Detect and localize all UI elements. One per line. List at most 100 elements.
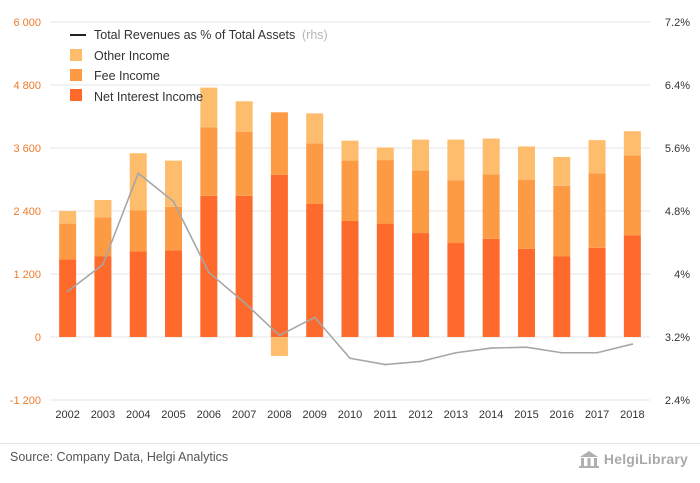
bar-net-interest: [200, 195, 218, 337]
line-point: [102, 263, 104, 266]
left-tick-label: 6 000: [13, 17, 41, 29]
bar-net-interest: [165, 250, 183, 337]
bar-net-interest: [553, 256, 571, 337]
bar-net-interest: [59, 259, 77, 337]
bar-other-income: [482, 138, 500, 175]
x-tick-label: 2006: [197, 409, 221, 421]
bar-net-interest: [306, 203, 324, 337]
line-point: [631, 343, 634, 345]
legend-label-net-interest: Net Interest Income: [94, 90, 203, 104]
x-axis: 2002 2003 2004 2005 2006 2007 2008 2009 2010 2011…: [55, 409, 644, 421]
right-tick-label: 5.6%: [665, 143, 690, 155]
left-axis: -1 200 0 1 200 2 400 3 600 4 800 6 000: [10, 17, 41, 407]
line-point: [596, 351, 598, 354]
bar-fee-income: [270, 112, 288, 175]
x-tick-label: 2002: [55, 409, 79, 421]
bar-other-income: [412, 139, 430, 171]
line-point: [349, 357, 351, 360]
bar-other-income: [306, 113, 324, 144]
bar-fee-income: [447, 180, 465, 244]
line-series: [66, 171, 634, 366]
right-tick-label: 7.2%: [665, 17, 690, 29]
bar-net-interest: [94, 256, 112, 337]
bar-net-interest: [412, 233, 430, 337]
bar-fee-income: [306, 143, 324, 204]
bar-net-interest: [623, 235, 641, 337]
bar-fee-income: [94, 217, 112, 257]
bar-other-income: [129, 153, 147, 211]
bar-fee-income: [235, 131, 253, 196]
legend-swatch-other: [70, 49, 82, 61]
bar-net-interest: [447, 243, 465, 337]
line-point: [419, 360, 422, 363]
x-tick-label: 2015: [514, 409, 538, 421]
bar-other-income: [553, 156, 571, 186]
x-tick-label: 2014: [479, 409, 503, 421]
legend-label-other: Other Income: [94, 49, 170, 63]
bar-net-interest: [376, 223, 394, 337]
right-tick-label: 6.4%: [665, 80, 690, 92]
bar-net-interest: [517, 248, 535, 337]
line-point: [560, 351, 563, 354]
x-tick-label: 2011: [373, 409, 397, 421]
right-tick-label: 3.2%: [665, 332, 690, 344]
bar-other-income: [376, 147, 394, 161]
bar-other-income: [623, 131, 641, 156]
bar-fee-income: [129, 210, 147, 252]
line-point: [66, 290, 69, 293]
legend-line-note: (rhs): [302, 28, 328, 42]
bar-net-interest: [235, 195, 253, 337]
bar-net-interest: [588, 247, 606, 337]
right-tick-label: 4%: [674, 269, 690, 281]
bar-other-income: [341, 140, 359, 161]
source-note: Source: Company Data, Helgi Analytics: [10, 450, 229, 464]
x-tick-label: 2004: [126, 409, 150, 421]
bar-fee-income: [376, 160, 394, 224]
left-tick-label: 0: [35, 332, 41, 344]
bar-other-income: [235, 101, 253, 132]
bar-fee-income: [482, 174, 500, 239]
legend: Total Revenues as % of Total Assets (rhs…: [70, 28, 328, 104]
right-axis: 2.4% 3.2% 4% 4.8% 5.6% 6.4% 7.2%: [665, 17, 690, 407]
x-tick-label: 2012: [408, 409, 432, 421]
right-tick-label: 4.8%: [665, 206, 690, 218]
x-tick-label: 2017: [585, 409, 609, 421]
bar-fee-income: [412, 170, 430, 234]
x-tick-label: 2013: [444, 409, 468, 421]
bar-fee-income: [553, 185, 571, 257]
bar-fee-income: [588, 173, 606, 248]
line-point: [243, 301, 246, 304]
x-tick-label: 2016: [550, 409, 574, 421]
line-point: [137, 172, 140, 175]
line-point: [313, 316, 316, 319]
left-tick-label: -1 200: [10, 395, 41, 407]
line-point: [278, 334, 281, 337]
x-tick-label: 2007: [232, 409, 256, 421]
helgi-library-logo[interactable]: HelgiLibrary: [578, 447, 688, 471]
line-point: [490, 347, 493, 349]
bar-other-income: [200, 87, 218, 128]
bar-fee-income: [59, 223, 77, 260]
bar-fee-income: [341, 160, 359, 221]
right-tick-label: 2.4%: [665, 395, 690, 407]
left-tick-label: 4 800: [13, 80, 41, 92]
legend-line-label: Total Revenues as % of Total Assets: [94, 28, 295, 42]
bar-other-income: [165, 160, 183, 207]
line-point: [525, 346, 528, 349]
x-tick-label: 2010: [338, 409, 362, 421]
bar-other-income: [270, 337, 288, 356]
bar-fee-income: [517, 180, 535, 249]
bar-other-income: [588, 140, 606, 174]
legend-swatch-fee: [70, 69, 82, 81]
left-tick-label: 3 600: [13, 143, 41, 155]
legend-label-fee: Fee Income: [94, 69, 160, 83]
bar-net-interest: [270, 174, 288, 337]
x-tick-label: 2018: [620, 409, 644, 421]
chart-area: -1 200 0 1 200 2 400 3 600 4 800 6 000 2.4% 3.2…: [10, 17, 690, 421]
line-point: [384, 363, 387, 366]
bar-fee-income: [200, 127, 218, 196]
bar-net-interest: [129, 251, 147, 337]
x-tick-label: 2003: [91, 409, 115, 421]
bar-fee-income: [165, 206, 183, 251]
line-point: [454, 351, 457, 354]
